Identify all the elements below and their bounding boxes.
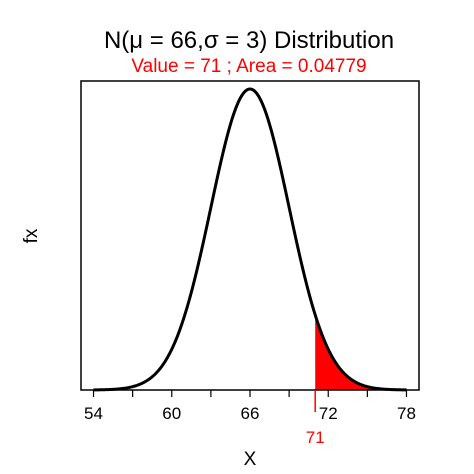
chart-title: N(μ = 66,σ = 3) Distribution — [104, 27, 394, 54]
shaded-tail-area — [315, 314, 407, 390]
density-curve — [92, 87, 408, 392]
chart-subtitle: Value = 71 ; Area = 0.04779 — [131, 56, 366, 77]
x-axis-label: X — [244, 449, 257, 470]
x-tick-label: 66 — [241, 404, 260, 423]
x-tick-label: 72 — [319, 404, 338, 423]
x-tick-label: 78 — [397, 404, 416, 423]
plot-area — [92, 87, 408, 392]
x-tick-label: 54 — [84, 404, 103, 423]
plot-frame — [80, 80, 420, 391]
x-tick-label: 60 — [162, 404, 181, 423]
value-marker-label: 71 — [306, 428, 325, 447]
y-axis-label: fx — [21, 228, 42, 243]
x-axis: 54 60 66 72 78 71 — [84, 390, 416, 447]
